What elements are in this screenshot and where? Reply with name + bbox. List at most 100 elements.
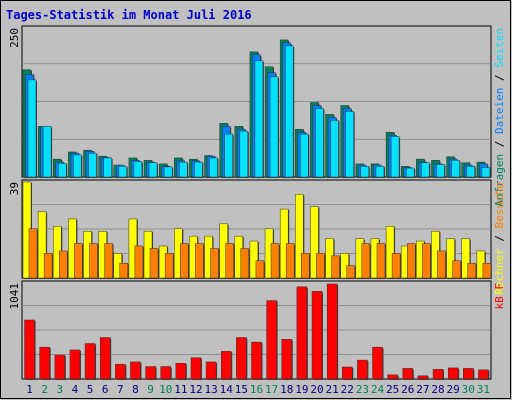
legend: Rechner / Besuche — [493, 182, 506, 295]
bar-besuche-day-1 — [28, 228, 38, 279]
x-tick-label: 26 — [401, 383, 414, 396]
bar-seiten-day-30 — [466, 166, 475, 178]
bar-seiten-day-28 — [436, 164, 445, 178]
bar-kb-f-day-12 — [190, 357, 202, 380]
panel-1: 250 Anfragen / Dateien / Seiten — [8, 25, 506, 207]
chart-title: Tages-Statistik im Monat Juli 2016 — [6, 8, 252, 22]
bar-seiten-day-2 — [42, 126, 52, 178]
bar-seiten-day-1 — [27, 79, 37, 178]
legend-besuche: Besuche — [493, 182, 506, 228]
x-tick-label: 2 — [41, 383, 48, 396]
bar-kb-f-day-21 — [326, 283, 338, 380]
y-max-label: 39 — [8, 182, 21, 195]
legend-dateien: Dateien — [493, 88, 506, 134]
bar-seiten-day-20 — [315, 108, 324, 178]
x-tick-label: 5 — [87, 383, 94, 396]
x-tick-label: 28 — [431, 383, 444, 396]
bar-seiten-day-26 — [405, 167, 415, 178]
x-tick-label: 3 — [57, 383, 64, 396]
bar-kb-f-day-13 — [205, 361, 217, 380]
bar-seiten-day-4 — [73, 154, 82, 178]
x-tick-label: 15 — [235, 383, 248, 396]
bar-seiten-day-3 — [58, 163, 67, 178]
bar-besuche-day-24 — [376, 243, 386, 279]
bar-kb-f-day-8 — [130, 361, 141, 380]
legend-kb-f: kB F — [493, 283, 506, 310]
bar-besuche-day-19 — [301, 253, 310, 279]
bar-kb-f-day-20 — [311, 291, 323, 380]
x-tick-label: 25 — [386, 383, 399, 396]
bar-kb-f-day-2 — [39, 346, 50, 380]
bar-seiten-day-17 — [269, 76, 279, 178]
bar-besuche-day-10 — [164, 253, 174, 279]
x-tick-label: 14 — [220, 383, 234, 396]
bar-besuche-day-3 — [59, 250, 68, 279]
y-max-label: 250 — [8, 28, 21, 48]
bar-kb-f-day-24 — [372, 346, 383, 380]
bar-kb-f-day-14 — [220, 351, 232, 380]
bar-besuche-day-30 — [467, 262, 476, 279]
bar-kb-f-day-31 — [478, 369, 489, 380]
bar-seiten-day-14 — [224, 133, 233, 178]
bar-kb-f-day-4 — [69, 349, 81, 380]
bar-seiten-day-6 — [103, 157, 112, 178]
bar-seiten-day-19 — [300, 133, 309, 178]
x-tick-label: 16 — [250, 383, 263, 396]
bar-seiten-day-15 — [239, 130, 249, 178]
bar-besuche-day-11 — [180, 243, 189, 279]
x-tick-label: 23 — [356, 383, 369, 396]
x-tick-label: 31 — [477, 383, 490, 396]
legend-seiten: Seiten — [493, 28, 506, 68]
bar-kb-f-day-25 — [387, 374, 398, 380]
bar-besuche-day-8 — [134, 245, 144, 279]
x-tick-label: 27 — [416, 383, 429, 396]
bar-besuche-day-12 — [195, 243, 204, 279]
bar-kb-f-day-7 — [115, 363, 126, 380]
bar-kb-f-day-6 — [99, 337, 111, 380]
bar-kb-f-day-16 — [251, 341, 262, 380]
bar-kb-f-day-26 — [402, 368, 414, 380]
y-max-label: 1041 — [8, 283, 21, 310]
x-tick-label: 1 — [26, 383, 33, 396]
bar-besuche-day-5 — [89, 243, 98, 279]
bar-besuche-day-23 — [361, 243, 371, 279]
x-tick-label: 24 — [371, 383, 385, 396]
legend-separator: / — [493, 134, 506, 154]
bar-kb-f-day-9 — [145, 366, 156, 380]
bar-besuche-day-9 — [149, 248, 159, 279]
bar-besuche-day-25 — [391, 253, 401, 279]
x-tick-label: 30 — [462, 383, 475, 396]
bar-seiten-day-18 — [284, 45, 294, 178]
bar-kb-f-day-27 — [417, 375, 429, 380]
panel-3: 1041 kB F — [8, 280, 506, 380]
bar-rechner-day-30 — [461, 238, 470, 279]
chart-panels: 250 Anfragen / Dateien / Seiten 39 Rechner … — [8, 25, 506, 380]
x-tick-label: 6 — [102, 383, 109, 396]
bar-besuche-day-6 — [104, 243, 113, 279]
bar-seiten-day-8 — [133, 161, 143, 178]
x-tick-label: 12 — [189, 383, 202, 396]
bar-rechner-day-19 — [295, 194, 304, 279]
bar-besuche-day-13 — [210, 248, 219, 279]
bar-seiten-day-10 — [163, 166, 173, 178]
bar-kb-f-day-18 — [281, 339, 293, 380]
bar-besuche-day-20 — [316, 253, 325, 279]
x-tick-label: 17 — [265, 383, 278, 396]
x-tick-label: 10 — [159, 383, 172, 396]
bar-seiten-day-24 — [375, 166, 385, 178]
bar-seiten-day-12 — [194, 161, 203, 178]
legend-separator: / — [493, 68, 506, 88]
x-tick-label: 4 — [72, 383, 79, 396]
x-tick-label: 29 — [447, 383, 460, 396]
bar-besuche-day-15 — [240, 248, 250, 279]
x-tick-label: 20 — [310, 383, 323, 396]
bar-besuche-day-17 — [270, 243, 280, 279]
x-tick-label: 9 — [147, 383, 154, 396]
legend: kB F — [493, 283, 506, 310]
bar-kb-f-day-11 — [175, 363, 187, 380]
bar-seiten-day-7 — [118, 166, 128, 178]
bar-besuche-day-7 — [119, 262, 129, 279]
bar-kb-f-day-1 — [24, 319, 35, 380]
bar-kb-f-day-3 — [54, 354, 66, 380]
